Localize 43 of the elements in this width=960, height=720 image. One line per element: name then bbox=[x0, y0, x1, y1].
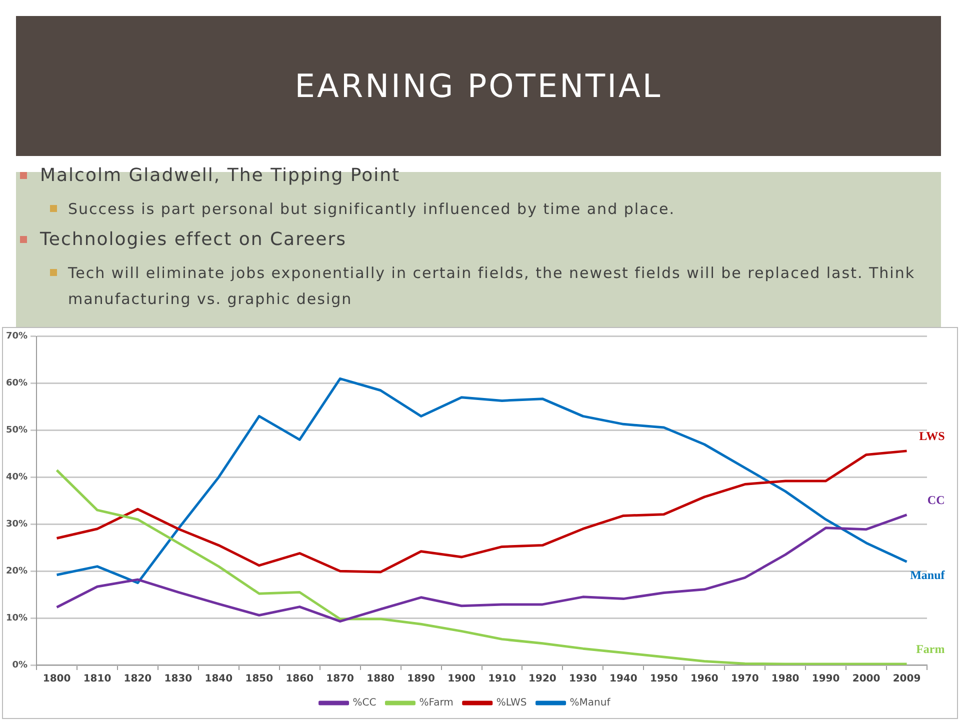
x-tick-label: 1970 bbox=[730, 674, 759, 685]
y-tick-label: 70% bbox=[6, 332, 28, 342]
legend-label: %CC bbox=[352, 698, 376, 709]
annotation: CC bbox=[927, 492, 945, 507]
x-tick-label: 1960 bbox=[690, 674, 718, 685]
y-tick-label: 30% bbox=[6, 520, 28, 530]
text: Success is part personal but significantly influenced by time and place. bbox=[68, 200, 675, 218]
x-tick-label: 1920 bbox=[528, 674, 556, 685]
x-tick-label: 1910 bbox=[488, 674, 516, 685]
x-tick-label: 1800 bbox=[42, 674, 71, 685]
annotation: LWS bbox=[919, 429, 946, 444]
x-tick-label: 1840 bbox=[204, 674, 233, 685]
x-tick-label: 1850 bbox=[245, 674, 274, 685]
y-tick-label: 20% bbox=[6, 566, 28, 576]
annotation: Manuf bbox=[910, 568, 946, 582]
text: Tech will eliminate jobs exponentially in certain fields, the newest fields will be replaced last. Think manufacturing vs. graphic design bbox=[68, 264, 916, 308]
chart-title: EARNING POTENTIAL bbox=[16, 16, 941, 156]
y-tick-label: 60% bbox=[6, 378, 28, 389]
x-tick-label: 1930 bbox=[569, 674, 597, 685]
x-tick-label: 2009 bbox=[892, 674, 921, 685]
x-tick-label: 1810 bbox=[83, 674, 112, 685]
x-tick-label: 1820 bbox=[124, 674, 152, 685]
text: Technologies effect on Careers bbox=[40, 229, 347, 250]
legend-label: %LWS bbox=[496, 698, 527, 709]
x-tick-label: 1990 bbox=[812, 674, 840, 685]
x-tick-label: 1950 bbox=[650, 674, 678, 685]
legend-label: %Manuf bbox=[570, 698, 611, 709]
x-tick-label: 1860 bbox=[286, 674, 314, 685]
x-tick-label: 1890 bbox=[407, 674, 436, 685]
x-tick-label: 1870 bbox=[326, 674, 354, 685]
legend-label: %Farm bbox=[419, 698, 454, 709]
y-tick-label: 0% bbox=[12, 660, 28, 670]
y-tick-label: 10% bbox=[6, 613, 28, 624]
x-tick-label: 1940 bbox=[610, 674, 638, 685]
x-tick-label: 2000 bbox=[852, 674, 880, 685]
x-tick-label: 1900 bbox=[448, 674, 476, 685]
y-tick-label: 40% bbox=[6, 472, 28, 483]
x-tick-label: 1880 bbox=[366, 674, 395, 685]
x-tick-label: 1830 bbox=[164, 674, 192, 685]
text: Malcolm Gladwell, The Tipping Point bbox=[40, 165, 400, 186]
x-tick-label: 1980 bbox=[771, 674, 800, 685]
annotation: Farm bbox=[916, 642, 945, 656]
y-tick-label: 50% bbox=[6, 426, 28, 436]
